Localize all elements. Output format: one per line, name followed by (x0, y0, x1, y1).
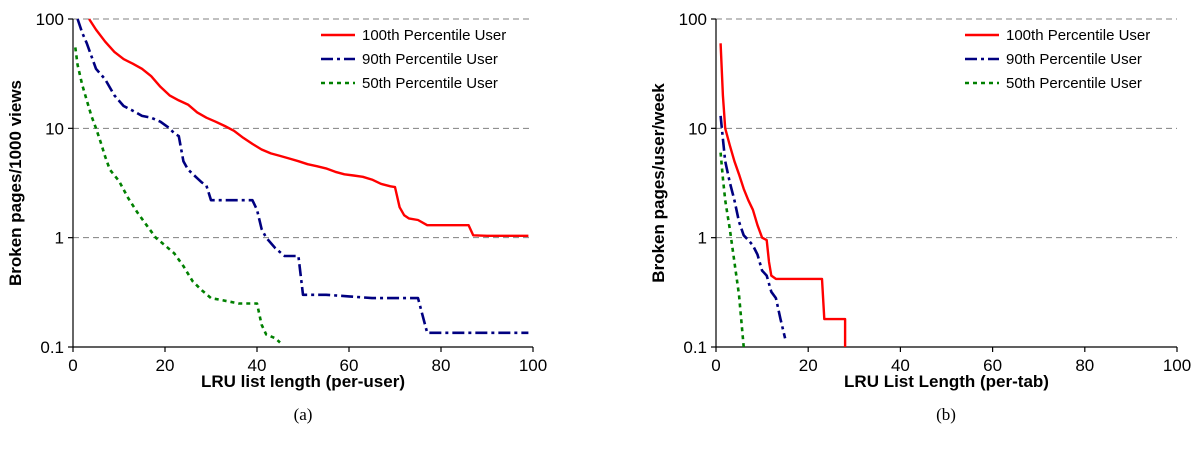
panel-caption: (a) (294, 405, 313, 424)
y-axis-title: Broken pages/user/week (649, 83, 668, 283)
x-axis-title: LRU list length (per-user) (201, 372, 405, 391)
panel-caption: (b) (936, 405, 956, 424)
legend-label: 90th Percentile User (1006, 51, 1142, 68)
chart-panel-1: 0.1 1 10 100 0 20 40 60 80 100 LRU list length (pe… (6, 10, 547, 424)
x-tick-label: 20 (156, 356, 175, 375)
legend-label: 100th Percentile User (362, 27, 506, 44)
legend-label: 50th Percentile User (1006, 75, 1142, 92)
legend-label: 100th Percentile User (1006, 27, 1150, 44)
y-tick-label: 100 (679, 10, 707, 29)
series-line-1 (719, 43, 847, 347)
y-tick-label: 1 (55, 229, 64, 248)
x-tick-label: 0 (68, 356, 77, 375)
y-tick-label: 0.1 (683, 338, 707, 357)
x-tick-label: 20 (799, 356, 818, 375)
series-line-3 (719, 152, 745, 348)
x-tick-label: 100 (1163, 356, 1191, 375)
y-axis-title: Broken pages/1000 views (6, 80, 25, 286)
x-tick-label: 40 (891, 356, 910, 375)
series-line-2 (76, 18, 529, 335)
x-tick-label: 80 (1075, 356, 1094, 375)
x-tick-label: 40 (248, 356, 267, 375)
chart-panel-2: 0.1 1 10 100 0 20 40 60 80 100 LRU List Length (pe… (649, 10, 1191, 424)
x-tick-label: 100 (519, 356, 547, 375)
y-tick-label: 0.1 (40, 338, 64, 357)
x-axis-title: LRU List Length (per-tab) (844, 372, 1049, 391)
y-tick-label: 10 (45, 119, 64, 138)
x-tick-label: 60 (983, 356, 1002, 375)
y-tick-label: 10 (688, 119, 707, 138)
y-tick-label: 1 (698, 229, 707, 248)
x-tick-label: 0 (711, 356, 720, 375)
legend-label: 50th Percentile User (362, 75, 498, 92)
series-line-1 (88, 18, 529, 238)
x-tick-label: 60 (340, 356, 359, 375)
legend-label: 90th Percentile User (362, 51, 498, 68)
series-line-2 (719, 115, 787, 339)
x-tick-label: 80 (432, 356, 451, 375)
y-tick-label: 100 (36, 10, 64, 29)
series-line-3 (74, 47, 281, 344)
